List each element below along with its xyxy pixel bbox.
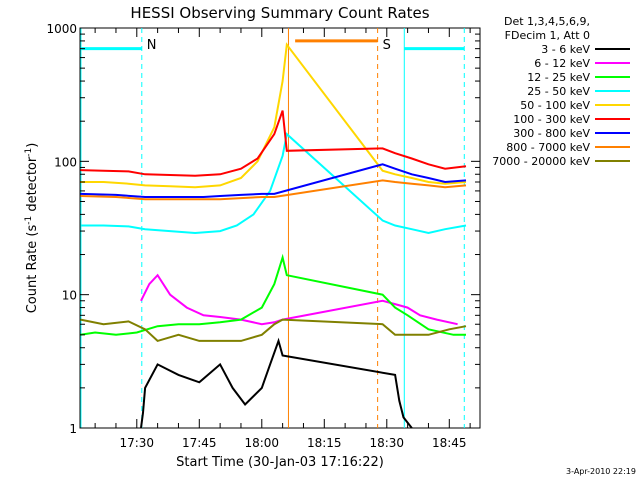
y-axis-label: Count Rate (s-1 detector-1) — [24, 143, 40, 314]
legend-header-0: Det 1,3,4,5,6,9, — [504, 15, 590, 28]
legend-label-3: 25 - 50 keV — [527, 85, 590, 98]
plot-frame — [79, 27, 481, 429]
series-line-8 — [80, 318, 467, 343]
series-line-4 — [80, 42, 467, 189]
legend-header-1: FDecim 1, Att 0 — [505, 29, 590, 42]
x-tick-label-2: 18:00 — [244, 436, 279, 450]
legend-label-0: 3 - 6 keV — [541, 43, 590, 56]
series-7 — [80, 179, 467, 201]
x-tick-label-4: 18:30 — [369, 436, 404, 450]
series-1 — [140, 273, 458, 326]
flag-label-N: N — [147, 38, 157, 53]
y-tick-label-1: 10 — [62, 289, 77, 303]
legend-label-1: 6 - 12 keV — [534, 57, 590, 70]
x-tick-label-5: 18:45 — [432, 436, 467, 450]
legend-label-6: 300 - 800 keV — [513, 127, 590, 140]
y-axis-label-prefix: Count Rate (s — [25, 225, 40, 314]
legend-label-7: 800 - 7000 keV — [506, 141, 590, 154]
chart-title: HESSI Observing Summary Count Rates — [130, 4, 429, 22]
series-line-3 — [80, 132, 467, 235]
flag-label-S: S — [383, 38, 391, 53]
x-tick-label-3: 18:15 — [307, 436, 342, 450]
series-4 — [80, 42, 467, 189]
y-tick-label-3: 1000 — [46, 22, 77, 36]
series-6 — [80, 163, 467, 198]
series-line-6 — [80, 163, 467, 198]
series-layer — [80, 42, 467, 429]
series-line-5 — [80, 110, 467, 177]
y-tick-label-0: 1 — [69, 422, 77, 436]
y-tick-label-2: 100 — [54, 155, 77, 169]
legend-label-8: 7000 - 20000 keV — [492, 155, 590, 168]
series-8 — [80, 318, 467, 343]
series-2 — [80, 253, 466, 336]
axis-ticks: 1 10 100 1000 17:30 17:45 18:00 18:15 18:30 18:45 — [46, 22, 480, 450]
footer-timestamp: 3-Apr-2010 22:19 — [566, 467, 636, 476]
series-3 — [80, 132, 467, 235]
legend: Det 1,3,4,5,6,9,FDecim 1, Att 03 - 6 keV… — [492, 15, 630, 168]
y-axis-label-mid: detector — [25, 156, 40, 216]
series-line-7 — [80, 179, 467, 201]
legend-label-5: 100 - 300 keV — [513, 113, 590, 126]
series-5 — [80, 110, 467, 177]
x-axis-label: Start Time (30-Jan-03 17:16:22) — [176, 455, 384, 470]
y-axis-label-exp-1: -1 — [24, 216, 34, 225]
series-0 — [140, 337, 413, 429]
legend-label-2: 12 - 25 keV — [527, 71, 590, 84]
x-tick-label-0: 17:30 — [119, 436, 154, 450]
series-line-0 — [140, 337, 413, 429]
y-axis-label-exp-2: -1 — [24, 148, 34, 157]
legend-label-4: 50 - 100 keV — [520, 99, 590, 112]
series-line-1 — [140, 273, 458, 326]
series-line-2 — [80, 253, 466, 336]
y-axis-label-suffix: ) — [25, 143, 40, 148]
x-tick-label-1: 17:45 — [182, 436, 217, 450]
